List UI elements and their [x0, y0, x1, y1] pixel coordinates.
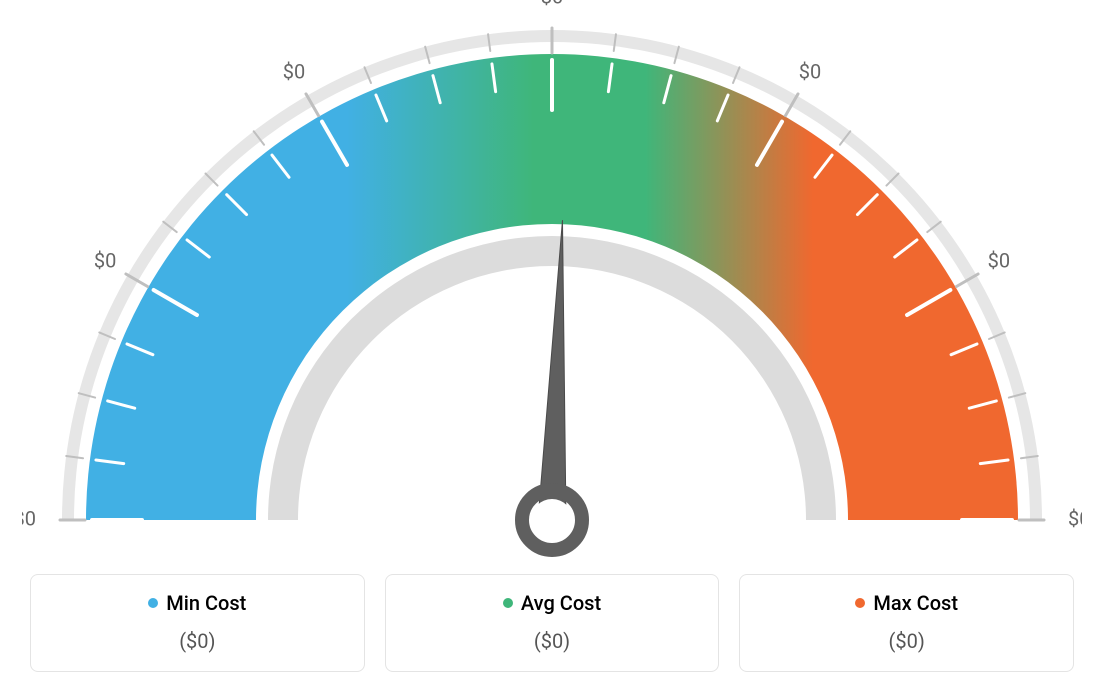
legend-dot-max	[855, 598, 865, 608]
svg-text:$0: $0	[988, 248, 1010, 272]
legend-title-max: Max Cost	[855, 591, 958, 615]
gauge-svg: $0 $0 $0 $0 $0 $0 $0	[22, 0, 1082, 560]
svg-text:$0: $0	[94, 248, 116, 272]
legend-dot-avg	[503, 598, 513, 608]
svg-text:$0: $0	[283, 59, 305, 83]
legend-card-max: Max Cost ($0)	[739, 574, 1074, 672]
legend-value-avg: ($0)	[398, 629, 707, 653]
legend-row: Min Cost ($0) Avg Cost ($0) Max Cost ($0…	[30, 574, 1074, 672]
legend-label-max: Max Cost	[873, 591, 958, 615]
svg-text:$0: $0	[1068, 506, 1082, 530]
svg-text:$0: $0	[799, 59, 821, 83]
legend-card-avg: Avg Cost ($0)	[385, 574, 720, 672]
legend-value-max: ($0)	[752, 629, 1061, 653]
svg-text:$0: $0	[22, 506, 36, 530]
legend-value-min: ($0)	[43, 629, 352, 653]
legend-title-min: Min Cost	[148, 591, 246, 615]
legend-card-min: Min Cost ($0)	[30, 574, 365, 672]
legend-label-min: Min Cost	[166, 591, 246, 615]
legend-title-avg: Avg Cost	[503, 591, 601, 615]
legend-dot-min	[148, 598, 158, 608]
svg-text:$0: $0	[541, 0, 563, 8]
legend-label-avg: Avg Cost	[521, 591, 601, 615]
cost-gauge: $0 $0 $0 $0 $0 $0 $0	[22, 0, 1082, 560]
